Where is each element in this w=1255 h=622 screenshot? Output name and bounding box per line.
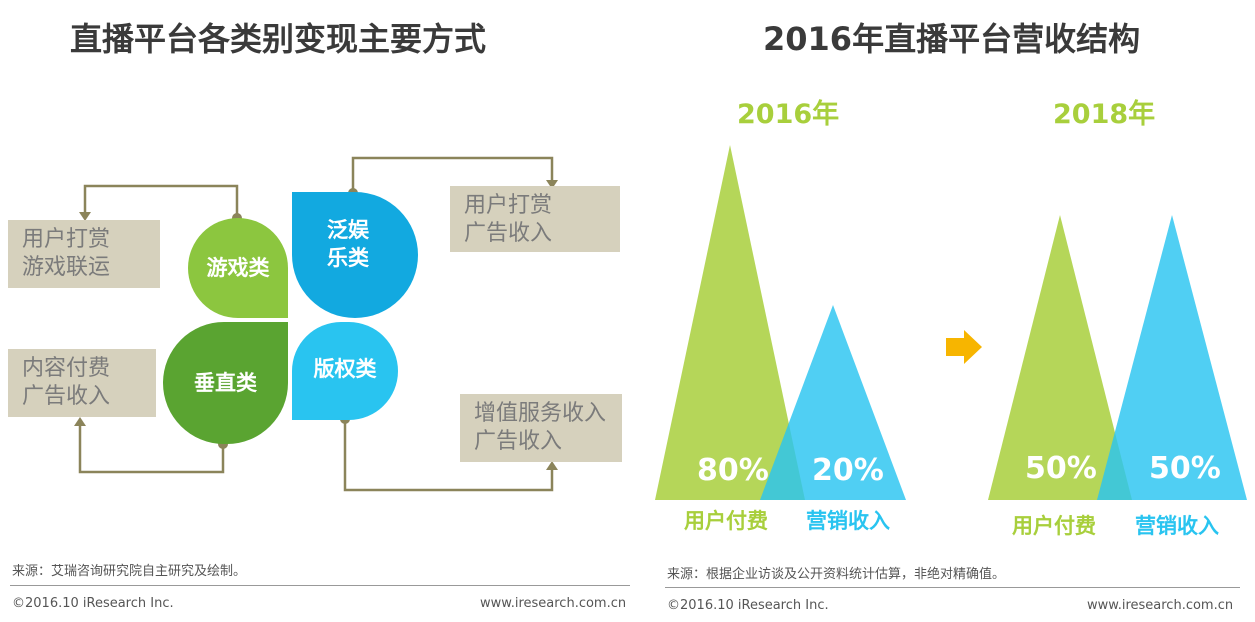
arrow-right-icon: [946, 330, 982, 364]
box-vertical-line1: 内容付费: [22, 356, 111, 381]
pct-2016-user: 80%: [697, 453, 769, 488]
triangle-2016-marketing: [760, 305, 906, 500]
box-copyright-line1: 增值服务收入: [474, 401, 607, 426]
leaf-copyright-label: 版权类: [313, 357, 377, 381]
triangle-2016-user-payment: [655, 145, 805, 500]
connector-vertical: [78, 426, 225, 474]
arrowhead-ent: [546, 180, 558, 189]
leaf-vertical-label: 垂直类: [194, 371, 257, 395]
box-game-line1: 用户打赏: [22, 227, 111, 252]
triangle-2018-marketing: [1097, 215, 1247, 500]
chart-2018: [988, 215, 1247, 500]
box-ent-line2: 广告收入: [464, 221, 553, 246]
box-copyright-revenue: 增值服务收入 广告收入: [460, 394, 622, 462]
leaf-game-label: 游戏类: [206, 256, 270, 280]
arrowhead-game: [79, 212, 91, 221]
pct-2016-marketing: 20%: [812, 453, 884, 488]
pct-2018-marketing: 50%: [1149, 451, 1221, 486]
leaf-entertainment: 泛娱 乐类: [292, 192, 418, 318]
connector-ent: [351, 156, 554, 192]
right-divider: [665, 587, 1240, 588]
box-vertical-line2: 广告收入: [22, 384, 111, 409]
box-game-line2: 游戏联运: [22, 255, 111, 280]
chart-2016: [655, 145, 906, 500]
year-2016-label: 2016年: [737, 99, 840, 130]
leaf-ent-label-line2: 乐类: [327, 246, 369, 270]
box-game-revenue: 用户打赏 游戏联运: [8, 220, 160, 288]
arrowhead-copyright: [546, 461, 558, 470]
box-vertical-revenue: 内容付费 广告收入: [8, 349, 156, 417]
label-2018-user: 用户付费: [1012, 514, 1096, 538]
left-website: www.iresearch.com.cn: [480, 596, 627, 611]
connector-game: [83, 184, 239, 218]
right-source-note: 来源：根据企业访谈及公开资料统计估算，非绝对精确值。: [667, 567, 1006, 582]
label-2016-user: 用户付费: [684, 509, 768, 533]
left-title: 直播平台各类别变现主要方式: [70, 20, 487, 58]
leaf-ent-label-line1: 泛娱: [327, 218, 369, 242]
leaf-ent-text: 泛娱 乐类: [327, 216, 369, 272]
revenue-triangles: [655, 145, 1247, 500]
right-title: 2016年直播平台营收结构: [763, 20, 1141, 58]
left-divider: [10, 585, 630, 586]
year-2018-label: 2018年: [1053, 99, 1156, 130]
label-2018-marketing: 营销收入: [1135, 514, 1219, 538]
arrowhead-vertical: [74, 417, 86, 426]
triangle-2018-user-payment: [988, 215, 1132, 500]
right-website: www.iresearch.com.cn: [1087, 598, 1234, 613]
leaf-game: 游戏类: [188, 218, 288, 318]
box-ent-line1: 用户打赏: [464, 193, 553, 218]
pct-2018-user: 50%: [1025, 451, 1097, 486]
left-copyright: ©2016.10 iResearch Inc.: [12, 596, 174, 611]
label-2016-marketing: 营销收入: [806, 509, 890, 533]
box-copyright-line2: 广告收入: [474, 429, 563, 454]
leaf-copyright: 版权类: [292, 322, 398, 420]
connector-copyright: [343, 418, 554, 492]
right-copyright: ©2016.10 iResearch Inc.: [667, 598, 829, 613]
left-source-note: 来源：艾瑞咨询研究院自主研究及绘制。: [12, 564, 247, 579]
box-ent-revenue: 用户打赏 广告收入: [450, 186, 620, 252]
leaf-vertical: 垂直类: [163, 322, 288, 444]
